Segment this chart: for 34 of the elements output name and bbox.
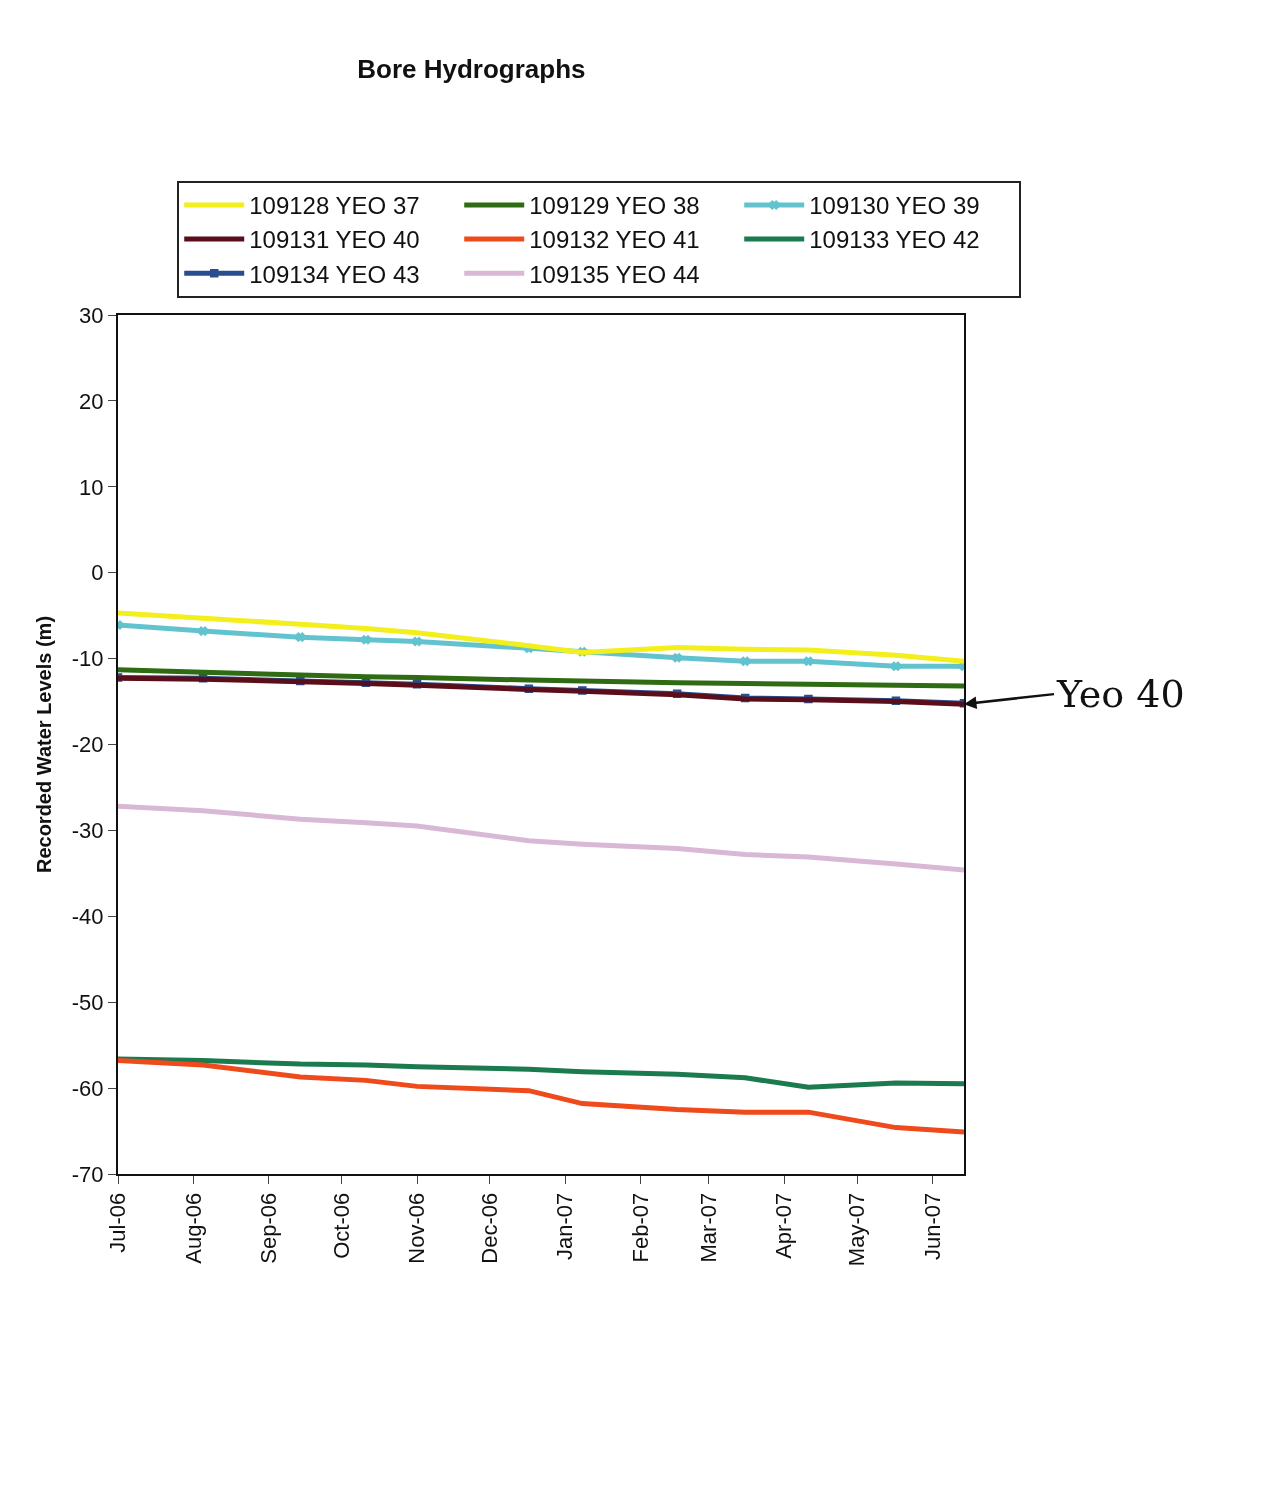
annotation: Yeo 40 — [1056, 672, 1185, 716]
y-tick-label: -10 — [71, 646, 104, 672]
y-tick-label: 0 — [91, 560, 104, 586]
y-axis-title: Recorded Water Levels (m) — [32, 615, 55, 874]
x-tick-label: Jul-06 — [105, 1192, 131, 1253]
x-tick-label: Jan-07 — [552, 1192, 578, 1261]
y-tick-label: -20 — [71, 732, 104, 758]
legend-label: 109132 YEO 41 — [529, 226, 700, 254]
x-tick-label: May-07 — [844, 1192, 870, 1267]
y-tick-label: -70 — [71, 1161, 104, 1187]
x-tick-label: Aug-06 — [180, 1192, 206, 1264]
y-tick-label: -30 — [71, 818, 104, 844]
y-tick-label: 30 — [79, 302, 104, 328]
y-tick-label: 20 — [79, 388, 104, 414]
legend-label: 109128 YEO 37 — [249, 192, 420, 220]
x-tick-label: Oct-06 — [328, 1192, 354, 1259]
x-tick-label: Nov-06 — [404, 1192, 430, 1264]
x-tick-label: Jun-07 — [919, 1192, 945, 1261]
chart-title: Bore Hydrographs — [357, 54, 586, 85]
x-tick-label: Feb-07 — [627, 1192, 653, 1263]
x-tick-label: Apr-07 — [771, 1192, 797, 1259]
legend-label: 109135 YEO 44 — [529, 260, 700, 288]
y-tick-label: 10 — [79, 474, 104, 500]
y-tick-label: -40 — [71, 904, 104, 929]
x-tick-label: Mar-07 — [695, 1192, 721, 1263]
y-tick-label: -50 — [71, 989, 104, 1015]
legend-label: 109133 YEO 42 — [809, 226, 980, 254]
legend-label: 109134 YEO 43 — [249, 260, 420, 288]
y-tick-label: -60 — [71, 1075, 104, 1101]
legend-label: 109129 YEO 38 — [529, 192, 700, 220]
x-tick-label: Dec-06 — [477, 1192, 503, 1264]
legend-label: 109130 YEO 39 — [809, 192, 980, 220]
x-tick-label: Sep-06 — [255, 1192, 281, 1264]
legend-label: 109131 YEO 40 — [249, 226, 420, 254]
